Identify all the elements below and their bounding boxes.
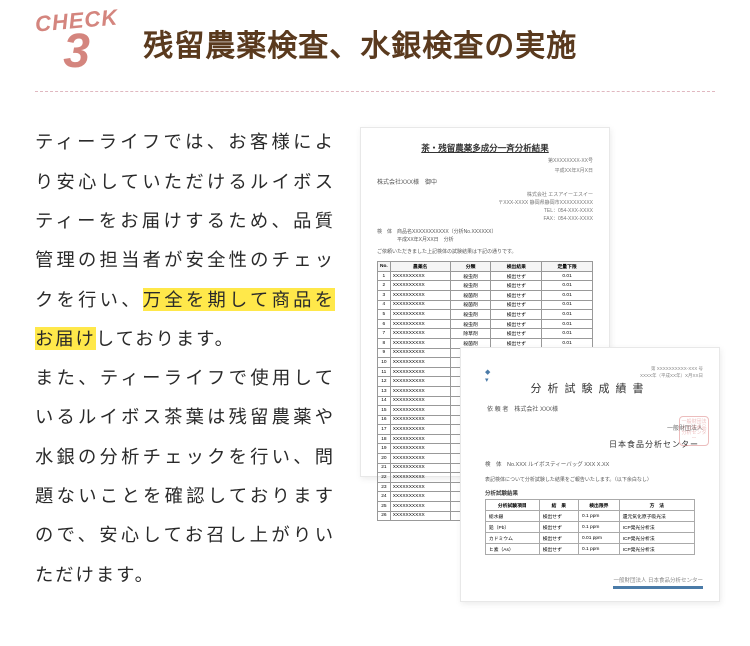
table-header: 農薬名 [390, 262, 450, 272]
table-row: 5XXXXXXXXXX殺虫剤検出せず0.01 [378, 310, 593, 320]
doc2-addressee: 依 頼 者 株式会社 XXX様 [487, 404, 703, 413]
official-seal-icon: 一般財団法人日本食品分析センター [679, 416, 709, 446]
check-number: 3 [63, 30, 90, 73]
table-row: カドミウム検出せず0.01 ppmICP発光分析法 [485, 533, 694, 544]
table-row: 7XXXXXXXXXX除草剤検出せず0.01 [378, 329, 593, 339]
section-header: CHECK 3 残留農薬検査、水銀検査の実施 [35, 10, 715, 92]
p1-lead: ティーライフでは、お客様により安心していただけるルイボスティーをお届けするため、… [35, 131, 335, 309]
check-label: CHECK [34, 6, 119, 35]
check-badge: CHECK 3 [35, 10, 118, 73]
doc1-lab-tel: TEL：054-XXX-XXXX [377, 207, 593, 215]
table-header: 方 法 [619, 500, 694, 511]
table-header: 定量下限 [542, 262, 593, 272]
doc1-sample: 検 体 商品名XXXXXXXXXXX（分析No.XXXXXX） 平成XX年X月X… [377, 228, 593, 244]
jfrl-logo-icon: ◆▾ [485, 368, 490, 384]
doc2-org-area: 日本食品分析センター 一般財団法人日本食品分析センター [477, 434, 703, 452]
doc2-org-prefix: 一般財団法人 [477, 423, 703, 432]
p1-tail: しております。 [96, 328, 235, 349]
table-row: 鉛（Pb）検出せず0.1 ppmICP発光分析法 [485, 522, 694, 533]
doc1-lab-fax: FAX：054-XXX-XXXX [377, 215, 593, 223]
table-row: 6XXXXXXXXXX殺虫剤検出せず0.01 [378, 319, 593, 329]
doc1-refno: 第XXXXXXXX-XX号 [377, 158, 593, 166]
table-row: 総水銀検出せず0.1 ppm還元気化原子吸光法 [485, 511, 694, 522]
table-row: 1XXXXXXXXXX殺虫剤検出せず0.01 [378, 271, 593, 281]
content-area: ティーライフでは、お客様により安心していただけるルイボスティーをお届けするため、… [35, 122, 715, 612]
table-header: 分類 [450, 262, 491, 272]
doc2-sample: 検 体 No.XXX ルイボスティーバッグ XXX X.XX [485, 460, 703, 468]
document-mercury-report: 第 XXXXXXXXXX-XXX 号 XXXX年（平成XX年）X月XX日 ◆▾ … [460, 347, 720, 602]
paragraph-1: ティーライフでは、お客様により安心していただけるルイボスティーをお届けするため、… [35, 122, 335, 358]
doc1-date: 平成XX年X月X日 [377, 168, 593, 176]
doc1-lab-info: 株式会社 エスアイーエスイー 〒XXX-XXXX 静岡県静岡市XXXXXXXXX… [377, 191, 593, 223]
table-row: 2XXXXXXXXXX殺虫剤検出せず0.01 [378, 281, 593, 291]
section-title: 残留農薬検査、水銀検査の実施 [143, 21, 577, 73]
doc2-footer: 一般財団法人 日本食品分析センター [613, 576, 703, 589]
paragraph-2: また、ティーライフで使用しているルイボス茶葉は残留農薬や水銀の分析チェックを行い… [35, 358, 335, 594]
doc1-note: ご依頼いただきました上記検体の試験結果は下記の通りです。 [377, 248, 593, 255]
table-row: 4XXXXXXXXXX殺菌剤検出せず0.01 [378, 300, 593, 310]
doc2-note: 表記検体について分析試験した結果をご報告いたします。（以下余白なし） [485, 476, 703, 483]
table-header: 結 果 [539, 500, 578, 511]
table-header: 分析試験項目 [485, 500, 539, 511]
doc1-addressee: 株式会社XXX様 御中 [377, 177, 593, 186]
table-header: No. [378, 262, 391, 272]
table-header: 検出結果 [491, 262, 542, 272]
body-text: ティーライフでは、お客様により安心していただけるルイボスティーをお届けするため、… [35, 122, 335, 612]
doc2-results-table: 分析試験項目結 果検出限界方 法 総水銀検出せず0.1 ppm還元気化原子吸光法… [485, 499, 695, 555]
doc1-title: 茶・残留農薬多成分一斉分析結果 [377, 142, 593, 154]
doc2-subhead: 分析試験結果 [485, 489, 703, 497]
table-row: 3XXXXXXXXXX殺菌剤検出せず0.01 [378, 290, 593, 300]
doc1-lab-addr: 〒XXX-XXXX 静岡県静岡市XXXXXXXXXX [377, 199, 593, 207]
doc2-refno-date: 第 XXXXXXXXXX-XXX 号 XXXX年（平成XX年）X月XX日 [640, 366, 703, 380]
doc2-title: 分析試験成績書 [477, 380, 703, 396]
table-row: ヒ素（As）検出せず0.1 ppmICP発光分析法 [485, 544, 694, 555]
documents-area: 茶・残留農薬多成分一斉分析結果 第XXXXXXXX-XX号 平成XX年X月X日 … [360, 122, 715, 612]
table-header: 検出限界 [579, 500, 620, 511]
doc1-lab-name: 株式会社 エスアイーエスイー [377, 191, 593, 199]
